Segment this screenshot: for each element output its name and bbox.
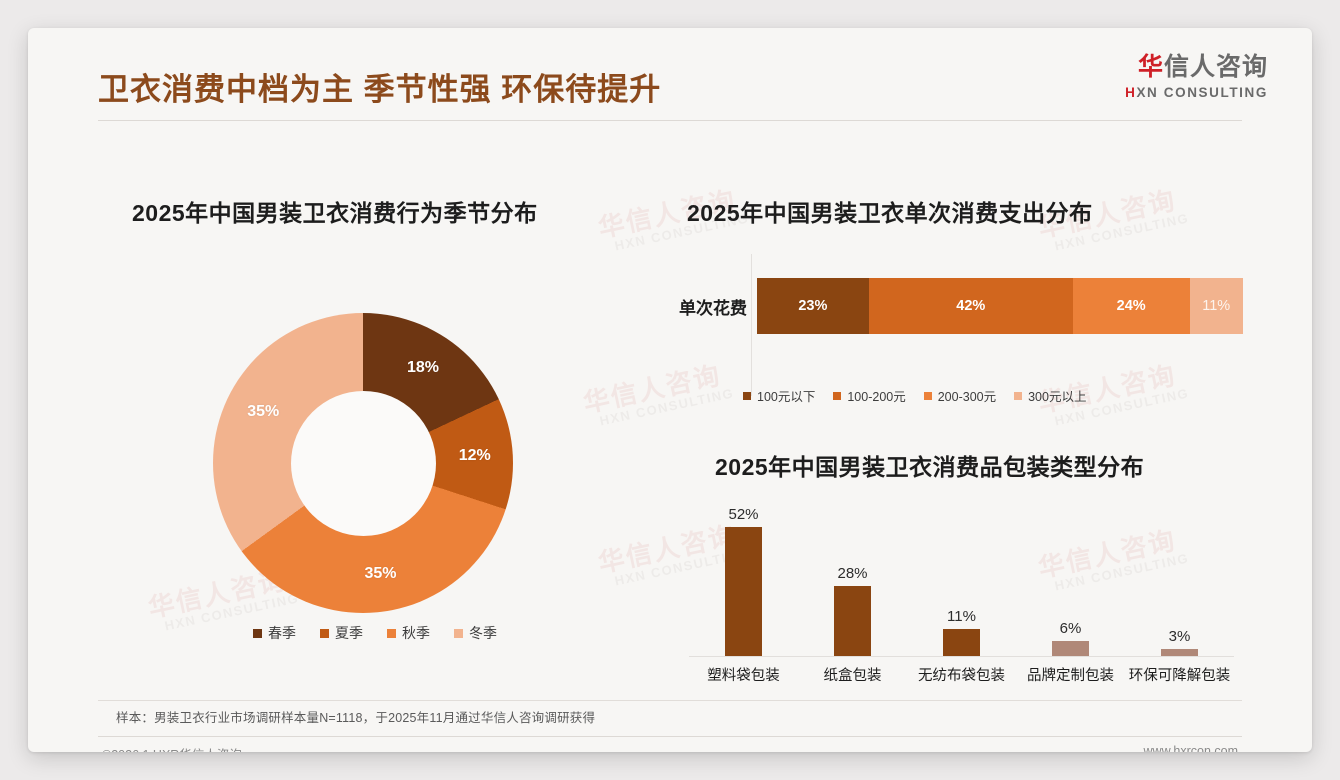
legend-label: 100-200元 xyxy=(847,390,906,404)
donut-chart: 18% 12% 35% 35% xyxy=(213,313,513,613)
stacked-axis-line xyxy=(751,254,752,396)
legend-item-3[interactable]: 200-300元 xyxy=(923,386,997,405)
bar-column-3[interactable]: 11% xyxy=(907,506,1016,656)
legend-item-2[interactable]: 100-200元 xyxy=(833,386,906,405)
legend-item-1[interactable]: 100元以下 xyxy=(743,386,815,405)
bar-rect xyxy=(1161,648,1198,656)
logo-english-accent: H xyxy=(1125,84,1137,100)
donut-slice-label: 12% xyxy=(458,446,491,464)
title-divider xyxy=(98,120,1242,121)
legend-label: 冬季 xyxy=(469,625,497,641)
bar-category-label: 无纺布袋包装 xyxy=(918,668,1005,684)
legend-label: 秋季 xyxy=(402,625,430,641)
donut-slice-dividers xyxy=(213,313,513,613)
legend-item-2[interactable]: 夏季 xyxy=(320,623,363,643)
footnote-divider xyxy=(98,700,1242,701)
bar-column-2[interactable]: 28% xyxy=(798,506,907,656)
footer-divider xyxy=(98,736,1242,737)
bar-category-label: 塑料袋包装 xyxy=(707,668,780,684)
legend-label: 100元以下 xyxy=(757,390,816,404)
logo-english-rest: XN CONSULTING xyxy=(1136,84,1268,100)
donut-hole xyxy=(290,390,436,536)
stacked-segment-3[interactable]: 24% xyxy=(1072,278,1190,334)
bar-chart-axis xyxy=(689,656,1234,657)
bar-category-label: 环保可降解包装 xyxy=(1128,668,1231,684)
legend-swatch-icon xyxy=(923,391,932,400)
legend-swatch-icon xyxy=(253,628,262,638)
chart-title: 2025年中国男装卫衣消费行为季节分布 xyxy=(132,200,538,226)
bar-value-label: 11% xyxy=(947,607,976,625)
bar-value-label: 3% xyxy=(1168,627,1191,645)
legend-swatch-icon xyxy=(387,628,396,638)
bar-category-label: 纸盒包装 xyxy=(823,668,882,684)
stacked-legend: 100元以下 100-200元 200-300元 300元以上 xyxy=(743,386,1086,405)
legend-swatch-icon xyxy=(743,391,751,400)
stacked-segment-4[interactable]: 11% xyxy=(1189,278,1243,334)
bar-rect xyxy=(725,527,762,656)
legend-swatch-icon xyxy=(454,628,463,638)
bar-category-label: 品牌定制包装 xyxy=(1027,668,1114,684)
bar-rect xyxy=(943,628,980,656)
legend-item-4[interactable]: 300元以上 xyxy=(1014,386,1086,405)
legend-swatch-icon xyxy=(833,391,842,400)
bar-column-4[interactable]: 6% xyxy=(1016,506,1125,656)
legend-swatch-icon xyxy=(320,628,329,638)
page-title: 卫衣消费中档为主 季节性强 环保待提升 xyxy=(98,72,662,107)
legend-label: 春季 xyxy=(268,625,296,641)
brand-logo: 华信人咨询 HXN CONSULTING xyxy=(1125,53,1268,100)
chart-panel-packaging-bars: 2025年中国男装卫衣消费品包装类型分布 52% 28% 11% 6% 3% 塑料袋包装… xyxy=(643,428,1263,698)
logo-chinese-accent: 华 xyxy=(1137,53,1164,81)
stacked-segment-value: 24% xyxy=(1116,298,1146,314)
stacked-bar: 23% 42% 24% 11% xyxy=(757,278,1243,334)
stacked-segment-2[interactable]: 42% xyxy=(868,278,1073,334)
footnote: 样本：男装卫衣行业市场调研样本量N=1118，于2025年11月通过华信人咨询调… xyxy=(116,711,596,725)
logo-chinese: 华信人咨询 xyxy=(1125,53,1268,82)
stacked-category-label: 单次花费 xyxy=(679,298,747,318)
legend-item-1[interactable]: 春季 xyxy=(253,623,296,643)
donut-legend: 春季 夏季 秋季 冬季 xyxy=(253,623,497,643)
bar-column-1[interactable]: 52% xyxy=(689,506,798,656)
donut-slice-label: 35% xyxy=(247,403,280,421)
chart-panel-season-donut: 2025年中国男装卫衣消费行为季节分布 18% 12% 35% 35% 春季 夏季 秋季 冬… xyxy=(98,168,628,668)
bar-value-label: 6% xyxy=(1059,620,1082,637)
bar-chart-categories: 塑料袋包装 纸盒包装 无纺布袋包装 品牌定制包装 环保可降解包装 xyxy=(689,664,1234,685)
slide-header: 卫衣消费中档为主 季节性强 环保待提升 华信人咨询 HXN CONSULTING xyxy=(28,28,1312,136)
stacked-segment-value: 23% xyxy=(798,298,828,314)
stacked-bar-row: 单次花费 23% 42% 24% 11% xyxy=(643,278,1263,334)
stacked-segment-value: 11% xyxy=(1202,298,1231,314)
donut-slice-label: 35% xyxy=(364,564,397,582)
bar-chart-plot: 52% 28% 11% 6% 3% xyxy=(689,506,1234,656)
stacked-segment-1[interactable]: 23% xyxy=(757,278,869,334)
chart-panel-spend-stacked: 2025年中国男装卫衣单次消费支出分布 单次花费 23% 42% 24% 11% 10… xyxy=(643,168,1263,418)
stacked-segment-value: 42% xyxy=(956,298,986,314)
bar-column-5[interactable]: 3% xyxy=(1125,506,1234,656)
footer-copyright: ©2026.1 HXR华信人咨询 xyxy=(102,744,242,752)
bar-rect xyxy=(1052,641,1089,656)
chart-title: 2025年中国男装卫衣消费品包装类型分布 xyxy=(715,454,1145,480)
legend-label: 300元以上 xyxy=(1028,390,1087,404)
bar-value-label: 28% xyxy=(837,565,868,582)
logo-chinese-rest: 信人咨询 xyxy=(1163,53,1268,81)
legend-label: 200-300元 xyxy=(937,390,997,404)
footer-website[interactable]: www.hxrcon.com xyxy=(1143,744,1238,752)
donut-slice-label: 18% xyxy=(406,359,440,377)
legend-item-3[interactable]: 秋季 xyxy=(387,623,430,643)
legend-swatch-icon xyxy=(1014,391,1023,400)
legend-item-4[interactable]: 冬季 xyxy=(454,623,497,643)
bar-value-label: 52% xyxy=(728,506,759,523)
slide-page: 华信人咨询 HXN CONSULTING 华信人咨询 HXN CONSULTIN… xyxy=(28,28,1312,752)
chart-title: 2025年中国男装卫衣单次消费支出分布 xyxy=(687,200,1093,226)
bar-rect xyxy=(834,586,871,656)
logo-english: HXN CONSULTING xyxy=(1125,85,1268,100)
legend-label: 夏季 xyxy=(335,625,363,641)
